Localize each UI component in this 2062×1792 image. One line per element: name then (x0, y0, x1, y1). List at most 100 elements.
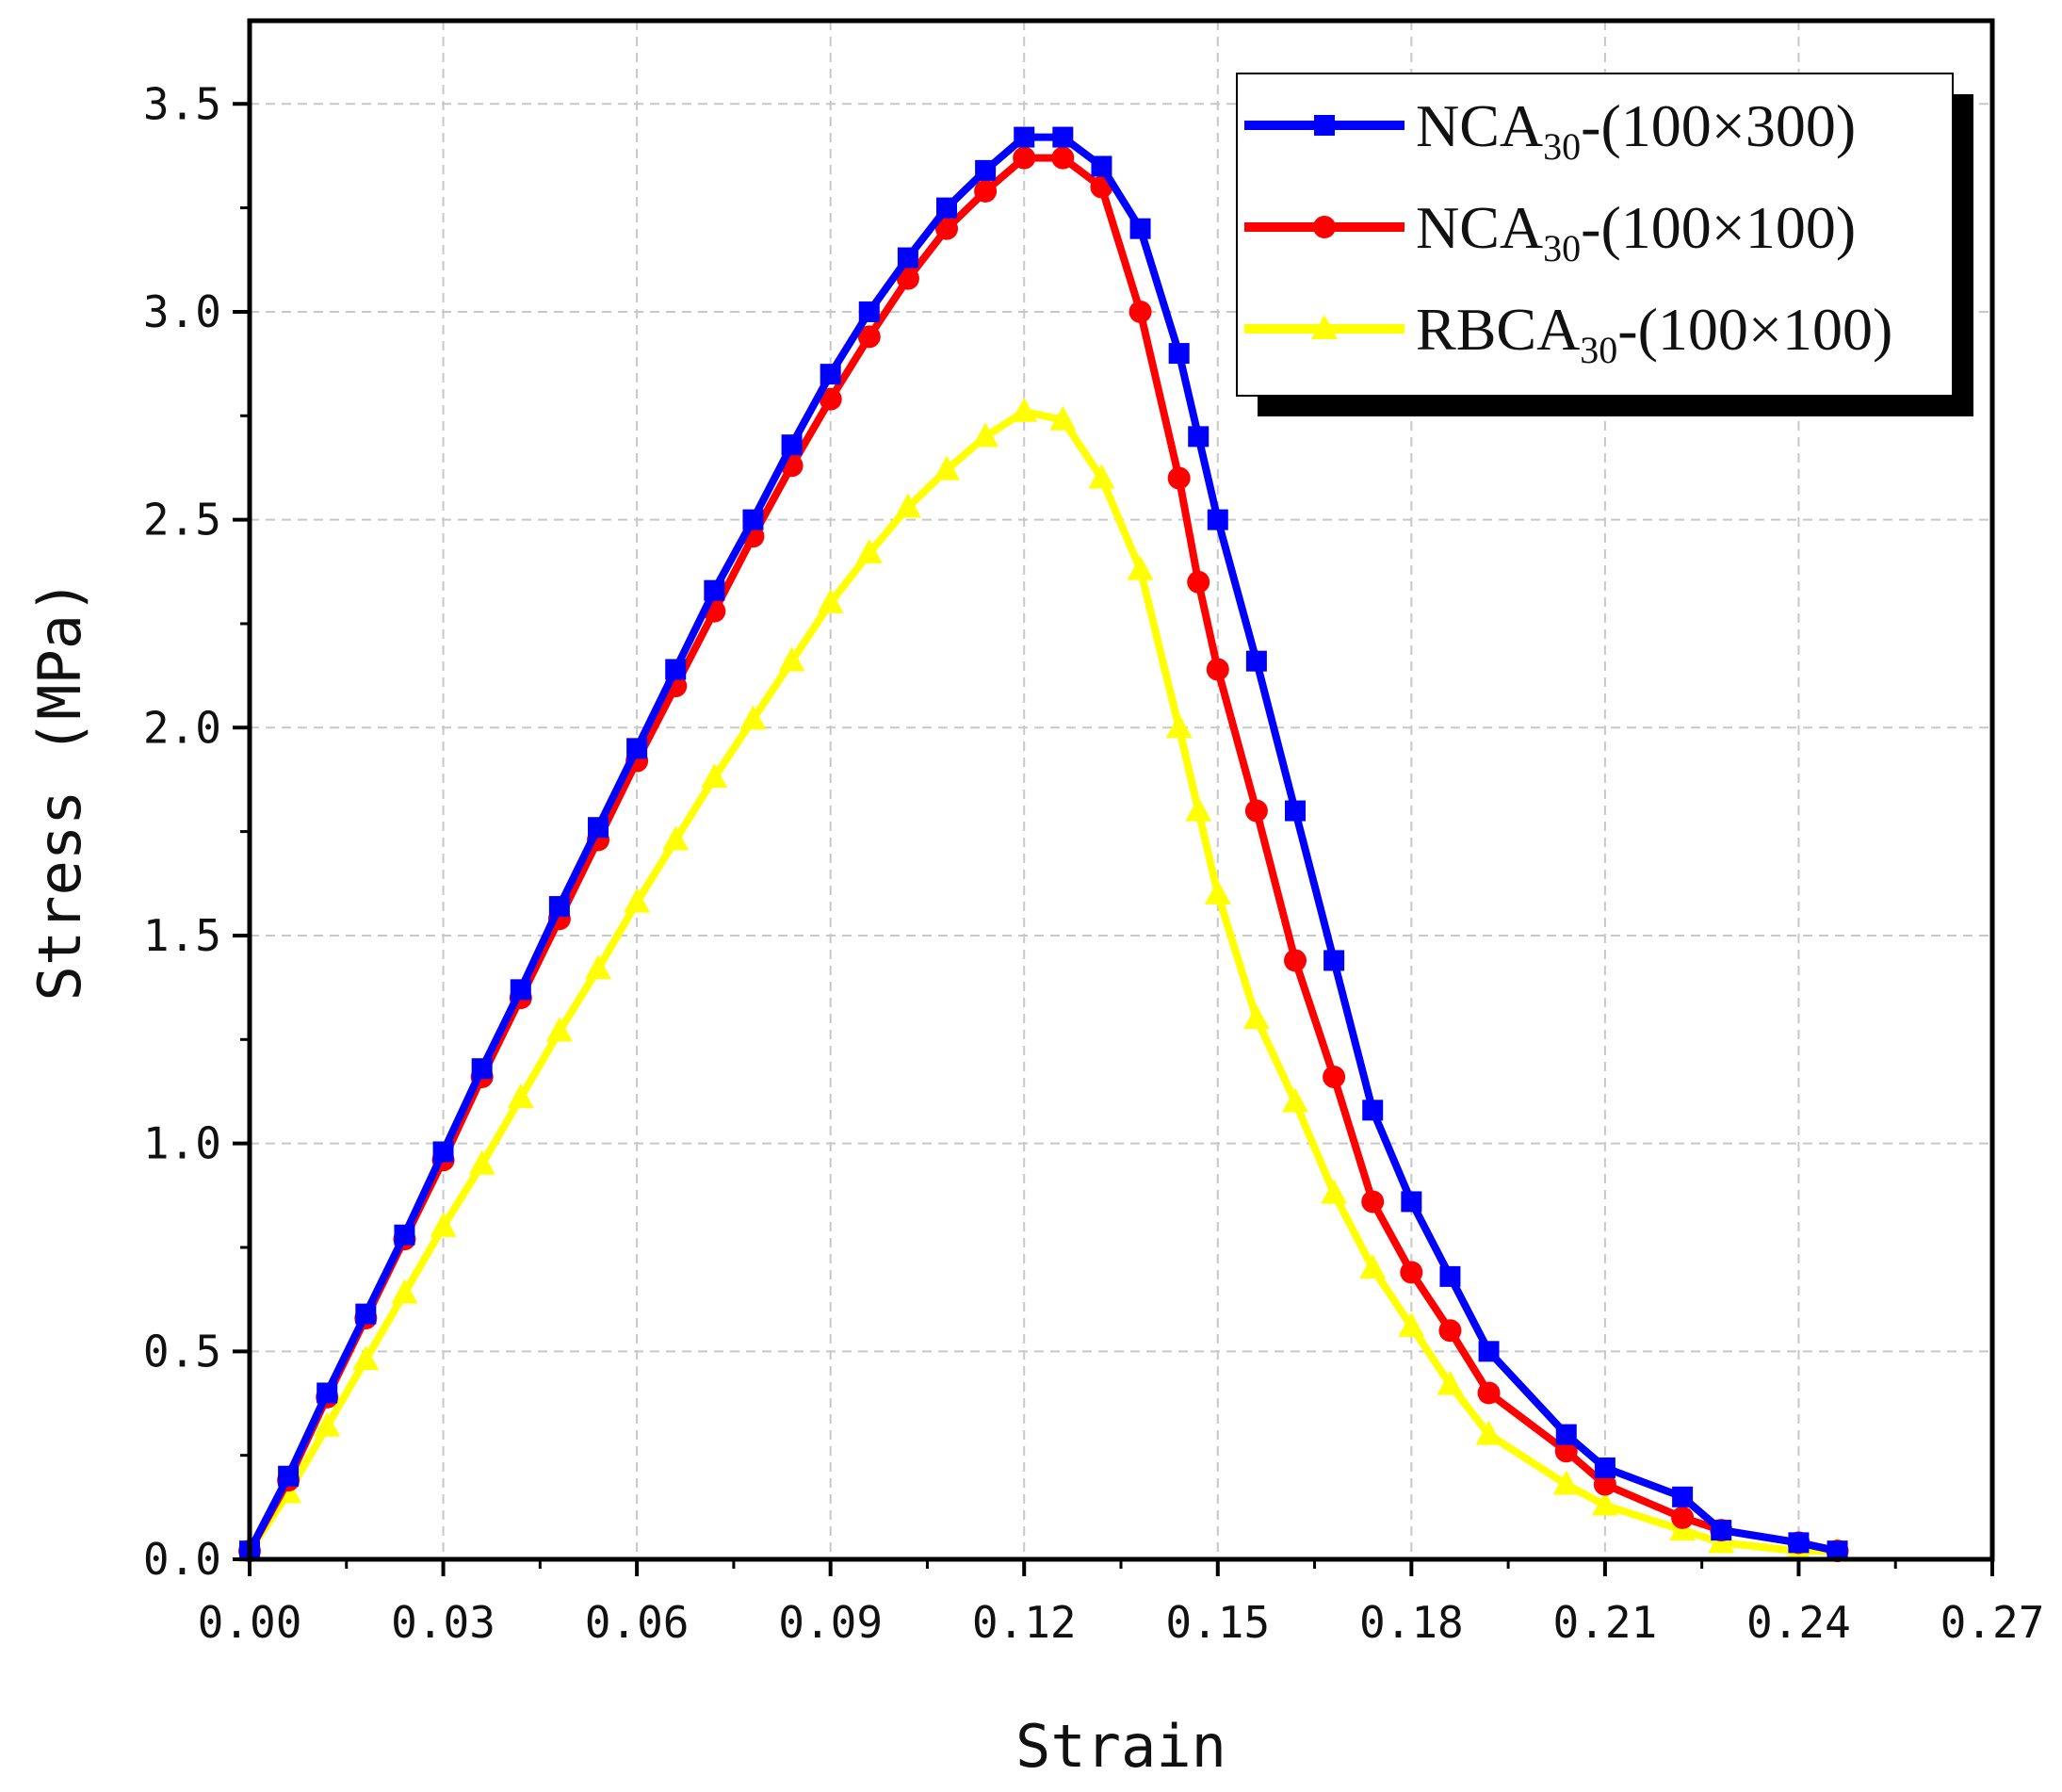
legend-label-main: RBCA (1416, 296, 1580, 363)
data-point (626, 738, 648, 759)
y-tick-label: 0.5 (143, 1326, 221, 1377)
data-point (471, 1058, 493, 1080)
data-point (897, 247, 918, 269)
legend-entry-2: NCA30-(100×100) (1244, 194, 1856, 269)
legend: NCA30-(100×300)NCA30-(100×100)RBCA30-(10… (1236, 73, 1973, 416)
data-point (1671, 1506, 1695, 1529)
x-tick-label: 0.06 (585, 1597, 690, 1648)
axis-ticks (233, 102, 1994, 1576)
x-tick-label: 0.00 (198, 1597, 302, 1648)
data-point (317, 1382, 338, 1404)
data-point (1788, 1532, 1810, 1554)
data-point (1711, 1520, 1732, 1541)
data-point (1013, 146, 1036, 170)
data-point (1207, 509, 1228, 530)
x-tick-label: 0.27 (1940, 1597, 2045, 1648)
data-point (1284, 949, 1307, 972)
data-point (742, 509, 764, 530)
data-point (1049, 405, 1077, 431)
data-point (1827, 1540, 1848, 1562)
data-point (974, 179, 998, 203)
data-point (352, 1345, 380, 1371)
data-point (1594, 1457, 1616, 1478)
data-point (1188, 426, 1210, 448)
legend-label-main: NCA (1416, 92, 1543, 159)
data-point (1168, 343, 1190, 365)
data-point (1285, 800, 1306, 822)
data-point (1052, 126, 1074, 148)
data-point (858, 301, 880, 322)
y-tick-label: 2.0 (143, 702, 221, 753)
x-tick-label: 0.09 (778, 1597, 883, 1648)
data-point (468, 1149, 495, 1175)
legend-entry-3: RBCA30-(100×100) (1244, 296, 1892, 371)
data-point (701, 763, 728, 789)
data-point (662, 825, 690, 851)
legend-swatch-marker (1311, 315, 1338, 339)
data-point (1321, 1179, 1348, 1204)
axis-tick-labels: 0.00 0.03 0.06 0.09 0.12 0.15 0.18 0.21 0.24 0.27… (143, 78, 2044, 1648)
data-point (1127, 555, 1154, 580)
data-point (739, 705, 767, 730)
data-point (935, 217, 958, 240)
data-point (1129, 218, 1151, 239)
legend-label-subscript: 30 (1543, 227, 1581, 269)
legend-swatch-marker (1313, 216, 1336, 238)
data-point (1128, 300, 1152, 323)
x-tick-label: 0.03 (391, 1597, 495, 1648)
data-point (857, 325, 881, 349)
data-point (1088, 464, 1115, 489)
data-point (1206, 658, 1229, 681)
data-point (665, 659, 687, 680)
y-axis-title: Stress (MPa) (25, 579, 94, 1002)
data-point (510, 979, 531, 1001)
data-point (394, 1224, 415, 1246)
y-tick-label: 1.5 (143, 910, 221, 961)
data-point (1591, 1491, 1618, 1516)
data-point (1244, 799, 1268, 823)
data-point (778, 646, 805, 672)
data-point (1167, 466, 1191, 490)
legend-entry-1: NCA30-(100×300) (1244, 92, 1856, 168)
data-point (1323, 950, 1345, 971)
data-point (430, 1212, 457, 1237)
data-point (1401, 1191, 1422, 1213)
data-point (1593, 1473, 1616, 1496)
y-tick-label: 1.0 (143, 1118, 221, 1169)
data-point (1477, 1381, 1501, 1405)
x-axis-title: Strain (1015, 1712, 1226, 1781)
data-point (975, 159, 997, 181)
data-point (1555, 1424, 1577, 1445)
y-tick-label: 3.0 (143, 286, 221, 337)
legend-label-subscript: 30 (1580, 329, 1617, 371)
data-point (1185, 796, 1212, 822)
data-point (934, 455, 960, 481)
data-point (624, 888, 651, 913)
data-point (1478, 1341, 1500, 1362)
data-point (1362, 1100, 1384, 1121)
x-tick-label: 0.21 (1552, 1597, 1657, 1648)
data-point (1014, 126, 1035, 148)
data-point (1282, 1087, 1308, 1113)
data-point (588, 817, 609, 839)
data-point (1554, 1440, 1578, 1463)
data-point (817, 588, 844, 613)
data-point (548, 896, 570, 918)
data-point (1552, 1470, 1580, 1495)
legend-label-suffix: -(100×100) (1617, 296, 1892, 363)
data-point (1398, 1311, 1425, 1337)
x-tick-label: 0.24 (1746, 1597, 1851, 1648)
data-point (278, 1465, 300, 1487)
data-point (1438, 1319, 1462, 1343)
y-tick-label: 3.5 (143, 78, 221, 129)
data-point (432, 1141, 454, 1163)
legend-swatch-marker (1314, 115, 1335, 136)
data-point (314, 1411, 341, 1437)
data-point (1245, 650, 1267, 672)
x-tick-label: 0.18 (1359, 1597, 1464, 1648)
data-point (1323, 1066, 1346, 1089)
data-point (1204, 879, 1231, 904)
x-tick-label: 0.15 (1165, 1597, 1270, 1648)
data-point (896, 267, 919, 290)
